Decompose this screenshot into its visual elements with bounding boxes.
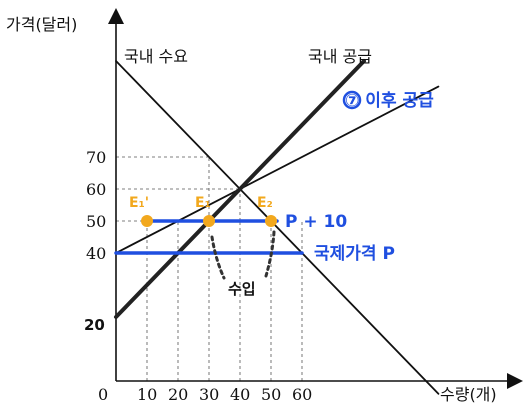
x-tick-40: 40 (230, 385, 250, 404)
after-supply-label: ⑦ 이후 공급 (345, 90, 434, 111)
y-tick-70: 70 (86, 148, 106, 167)
y-axis-label: 가격(달러) (6, 15, 77, 34)
supply-label: 국내 공급 (308, 47, 372, 66)
equilibrium-points: E₁' E₁ E₂ (129, 195, 277, 227)
origin-label: 0 (98, 385, 108, 404)
point-label-0: E₁' (129, 195, 149, 211)
x-tick-60: 60 (292, 385, 312, 404)
demand-label: 국내 수요 (124, 47, 188, 66)
dashed-guides (116, 156, 303, 381)
point-0 (141, 215, 153, 227)
y-tick-50: 50 (86, 212, 106, 231)
x-tick-10: 10 (137, 385, 157, 404)
tick-labels: 10 20 30 40 50 60 40 50 60 70 (86, 148, 312, 404)
series-line-0 (115, 60, 440, 395)
point-2 (265, 215, 277, 227)
x-tick-50: 50 (261, 385, 281, 404)
y-extra-label: 20 (84, 316, 105, 334)
x-axis-label: 수량(개) (440, 385, 497, 404)
x-tick-30: 30 (199, 385, 219, 404)
x-tick-20: 20 (168, 385, 188, 404)
price-lines: 국제가격 P P + 10 (114, 212, 395, 264)
point-label-2: E₂ (257, 195, 273, 211)
series-line-1 (115, 85, 440, 254)
y-tick-60: 60 (86, 180, 106, 199)
price-line-label-0: 국제가격 P (314, 244, 395, 264)
point-1 (203, 215, 215, 227)
series-group (114, 59, 440, 395)
series-line-2 (114, 59, 366, 319)
import-label: 수입 (228, 280, 256, 298)
import-dotted-left (210, 235, 226, 280)
price-line-label-1: P + 10 (285, 212, 347, 232)
point-label-1: E₁ (195, 195, 211, 211)
import-dotted-right (264, 230, 276, 278)
circled-seven-icon (342, 90, 362, 110)
y-tick-40: 40 (86, 244, 106, 263)
